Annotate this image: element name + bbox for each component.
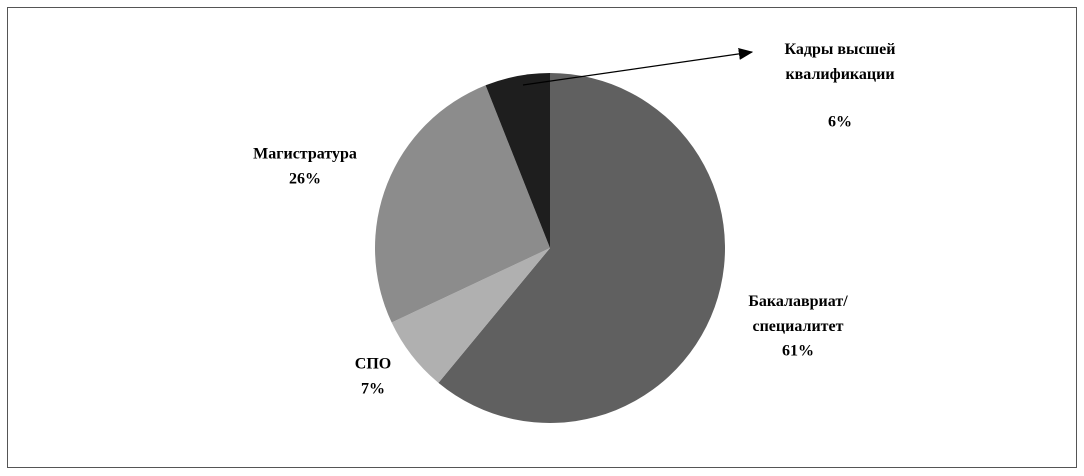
pie-slice (485, 73, 550, 248)
slice-label: Бакалавриат/специалитет (748, 293, 848, 335)
slice-value-label: 26% (289, 171, 321, 188)
slice-value-label: 61% (782, 343, 814, 360)
pie-slice (438, 73, 725, 424)
slice-label: Магистратура (253, 146, 357, 163)
slice-label: СПО (355, 356, 391, 373)
slice-value-label: 7% (361, 381, 385, 398)
pie-slice (391, 248, 550, 383)
leader-arrow (522, 47, 754, 86)
slice-label: Кадры высшей квалификации (785, 41, 896, 83)
slice-value-label: 6% (828, 114, 852, 131)
pie-slice (375, 85, 550, 323)
